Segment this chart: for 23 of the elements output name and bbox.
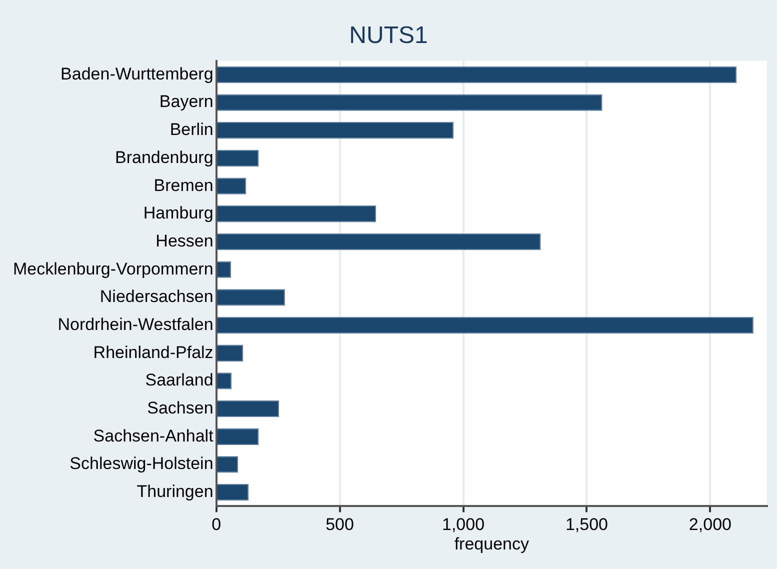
y-tick-label: Schleswig-Holstein xyxy=(70,454,214,474)
y-tick-label: Brandenburg xyxy=(114,148,214,167)
y-tick-label: Hamburg xyxy=(143,204,214,223)
y-tick-label: Bayern xyxy=(159,92,214,112)
y-tick-label: Hessen xyxy=(156,231,214,250)
x-tick-label: 1,000 xyxy=(442,515,485,534)
y-tick-label: Sachsen-Anhalt xyxy=(93,426,214,446)
x-tick-label: 500 xyxy=(326,515,354,534)
x-axis-title: frequency xyxy=(454,534,530,554)
y-tick-label: Saarland xyxy=(145,370,214,390)
y-tick-label: Rheinland-Pfalz xyxy=(93,342,214,362)
y-tick-label: Nordrhein-Westfalen xyxy=(58,314,214,334)
chart-title: NUTS1 xyxy=(349,22,428,50)
y-tick-label: Sachsen xyxy=(147,398,214,418)
y-tick-label: Mecklenburg-Vorpommern xyxy=(12,259,214,278)
y-tick-label: Baden-Wurttemberg xyxy=(60,64,214,84)
x-tick-label: 0 xyxy=(212,515,222,534)
y-tick-label: Niedersachsen xyxy=(100,287,214,306)
x-tick-label: 1,500 xyxy=(565,515,608,534)
y-tick-label: Bremen xyxy=(154,176,214,195)
y-tick-label: Berlin xyxy=(170,120,214,140)
y-tick-label: Thuringen xyxy=(136,482,214,501)
x-tick-label: 2,000 xyxy=(688,515,732,534)
